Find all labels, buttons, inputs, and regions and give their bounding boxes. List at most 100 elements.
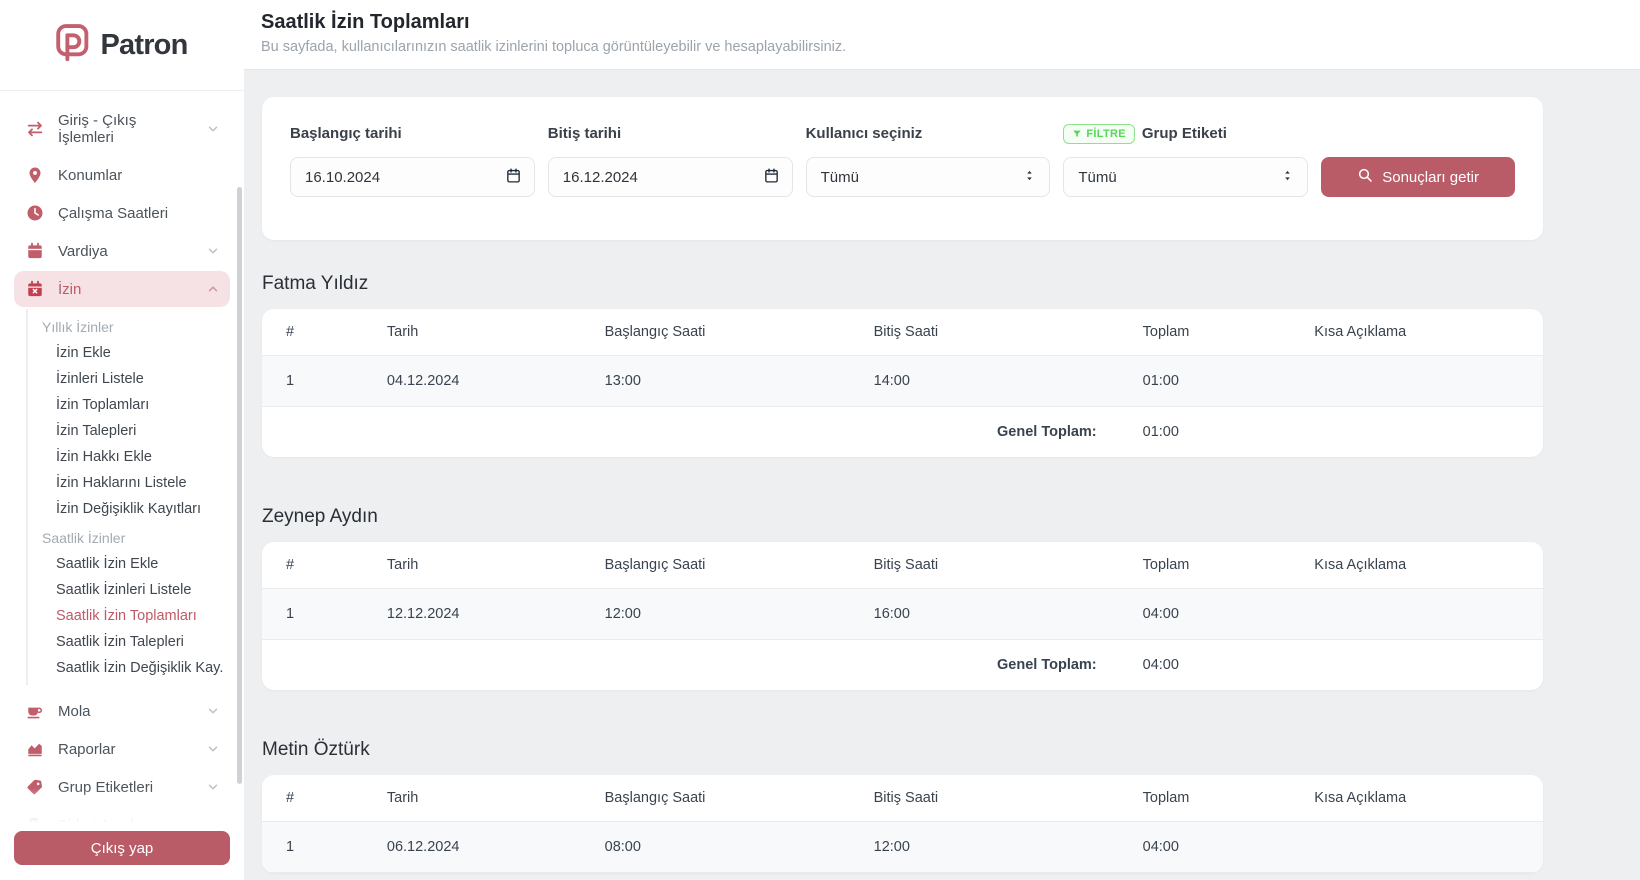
cell-end-time: 14:00 (857, 355, 1127, 407)
cell-date: 06.12.2024 (370, 821, 589, 873)
sidebar-footer: Çıkış yap (0, 788, 244, 880)
submenu-item-izin-hakki-ekle[interactable]: İzin Hakkı Ekle (56, 449, 152, 465)
grand-total-value: 01:00 (1142, 424, 1179, 440)
cell-total: 04:00 (1126, 588, 1299, 640)
user-select-value: Tümü (820, 168, 859, 186)
col-date: Tarih (370, 542, 589, 589)
sidebar-item-label: Mola (58, 702, 91, 720)
logout-button[interactable]: Çıkış yap (14, 831, 230, 865)
fetch-results-button[interactable]: Sonuçları getir (1321, 157, 1516, 197)
chevron-down-icon (206, 742, 220, 756)
sidebar-scrollbar[interactable] (237, 187, 242, 784)
col-number: # (262, 775, 371, 822)
transfer-icon (26, 120, 44, 138)
submenu-item-izin-talepleri[interactable]: İzin Talepleri (56, 423, 137, 439)
chevron-down-icon (206, 244, 220, 258)
cell-number: 1 (262, 588, 371, 640)
cell-description (1298, 821, 1543, 873)
cell-start-time: 08:00 (588, 821, 858, 873)
sidebar-item-raporlar[interactable]: Raporlar (14, 731, 230, 767)
user-select[interactable]: Tümü (805, 157, 1051, 197)
sidebar: Patron Giriş - Çıkış İşlemleri Konumlar (0, 0, 244, 880)
submenu-item-saatlik-izin-degisiklik[interactable]: Saatlik İzin Değişiklik Kay. (56, 660, 224, 676)
izin-submenu: Yıllık İzinler İzin Ekle İzinleri Listel… (26, 309, 230, 685)
col-description: Kısa Açıklama (1298, 775, 1543, 822)
sidebar-item-mola[interactable]: Mola (14, 693, 230, 729)
col-total: Toplam (1126, 542, 1299, 589)
sidebar-item-vardiya[interactable]: Vardiya (14, 233, 230, 269)
leave-table-card: # Tarih Başlangıç Saati Bitiş Saati Topl… (262, 775, 1543, 873)
submenu-item-izin-toplamlari[interactable]: İzin Toplamları (56, 397, 150, 413)
submenu-item-saatlik-izinleri-listele[interactable]: Saatlik İzinleri Listele (56, 582, 192, 598)
col-description: Kısa Açıklama (1298, 542, 1543, 589)
col-description: Kısa Açıklama (1298, 309, 1543, 356)
user-section-title: Fatma Yıldız (262, 273, 369, 294)
sidebar-item-izin[interactable]: İzin (14, 271, 230, 307)
sidebar-item-label: Giriş - Çıkış İşlemleri (58, 112, 137, 146)
col-end-time: Bitiş Saati (857, 309, 1127, 356)
leave-table: # Tarih Başlangıç Saati Bitiş Saati Topl… (262, 775, 1543, 873)
patron-logo-icon (56, 23, 90, 67)
submenu-item-izin-degisiklik-kayitlari[interactable]: İzin Değişiklik Kayıtları (56, 501, 202, 517)
user-select-field-group: Kullanıcı seçiniz Tümü (805, 123, 1051, 197)
sidebar-nav: Giriş - Çıkış İşlemleri Konumlar Çalışma… (0, 90, 244, 880)
group-tag-label: Grup Etiketi (1141, 125, 1227, 142)
sidebar-item-konumlar[interactable]: Konumlar (14, 157, 230, 193)
col-date: Tarih (370, 309, 589, 356)
submenu-item-saatlik-izin-talepleri[interactable]: Saatlik İzin Talepleri (56, 634, 184, 650)
calendar-icon (26, 242, 44, 260)
calendar-x-icon (26, 280, 44, 298)
col-start-time: Başlangıç Saati (588, 542, 858, 589)
brand-logo[interactable]: Patron (0, 0, 244, 90)
grand-total-label: Genel Toplam: (997, 657, 1097, 673)
sidebar-item-calisma-saatleri[interactable]: Çalışma Saatleri (14, 195, 230, 231)
grand-total-row: Genel Toplam: 01:00 (262, 407, 1543, 458)
start-date-value: 16.10.2024 (305, 168, 381, 186)
sidebar-item-giris-cikis[interactable]: Giriş - Çıkış İşlemleri (14, 103, 230, 155)
col-total: Toplam (1126, 775, 1299, 822)
chevron-down-icon (206, 704, 220, 718)
col-start-time: Başlangıç Saati (588, 775, 858, 822)
grand-total-value: 04:00 (1142, 657, 1179, 673)
chevron-down-icon (206, 122, 220, 136)
start-date-field-group: Başlangıç tarihi 16.10.2024 (290, 123, 535, 197)
submenu-item-saatlik-izin-toplamlari[interactable]: Saatlik İzin Toplamları (56, 608, 197, 624)
main-content: Saatlik İzin Toplamları Bu sayfada, kull… (244, 0, 1640, 880)
filter-badge-label: FİLTRE (1086, 127, 1126, 140)
submenu-group-title: Saatlik İzinler (42, 530, 126, 546)
sidebar-item-label: Konumlar (58, 166, 123, 184)
user-section-fatma-yildiz: Fatma Yıldız # Tarih Başlangıç Saati Bit… (262, 273, 1640, 457)
col-start-time: Başlangıç Saati (588, 309, 858, 356)
table-row: 1 12.12.2024 12:00 16:00 04:00 (262, 588, 1543, 640)
chart-icon (26, 740, 44, 758)
group-tag-select[interactable]: Tümü (1063, 157, 1309, 197)
end-date-value: 16.12.2024 (562, 168, 638, 186)
user-section-title: Zeynep Aydın (262, 506, 378, 527)
col-date: Tarih (370, 775, 589, 822)
submenu-item-saatlik-izin-ekle[interactable]: Saatlik İzin Ekle (56, 556, 159, 572)
map-pin-icon (26, 166, 44, 184)
cell-total: 01:00 (1126, 355, 1299, 407)
start-date-input[interactable]: 16.10.2024 (290, 157, 535, 197)
submenu-item-izinleri-listele[interactable]: İzinleri Listele (56, 371, 144, 387)
end-date-label: Bitiş tarihi (547, 125, 622, 142)
cell-start-time: 12:00 (588, 588, 858, 640)
submenu-item-izin-ekle[interactable]: İzin Ekle (56, 345, 111, 361)
cell-total: 04:00 (1126, 821, 1299, 873)
submenu-group-title: Yıllık İzinler (42, 319, 114, 335)
submenu-item-izin-haklarini-listele[interactable]: İzin Haklarını Listele (56, 475, 187, 491)
col-number: # (262, 542, 371, 589)
brand-name: Patron (100, 28, 188, 61)
end-date-input[interactable]: 16.12.2024 (547, 157, 793, 197)
user-section-title: Metin Öztürk (262, 739, 370, 760)
grand-total-label: Genel Toplam: (997, 424, 1097, 440)
page-title: Saatlik İzin Toplamları (261, 11, 470, 33)
calendar-picker-icon[interactable] (763, 167, 780, 188)
content-area: Başlangıç tarihi 16.10.2024 (244, 70, 1640, 873)
calendar-picker-icon[interactable] (505, 167, 522, 188)
coffee-icon (26, 702, 44, 720)
filter-card: Başlangıç tarihi 16.10.2024 (262, 97, 1543, 240)
page-subtitle: Bu sayfada, kullanıcılarınızın saatlik i… (261, 39, 847, 55)
page-header: Saatlik İzin Toplamları Bu sayfada, kull… (244, 0, 1640, 70)
cell-date: 04.12.2024 (370, 355, 589, 407)
